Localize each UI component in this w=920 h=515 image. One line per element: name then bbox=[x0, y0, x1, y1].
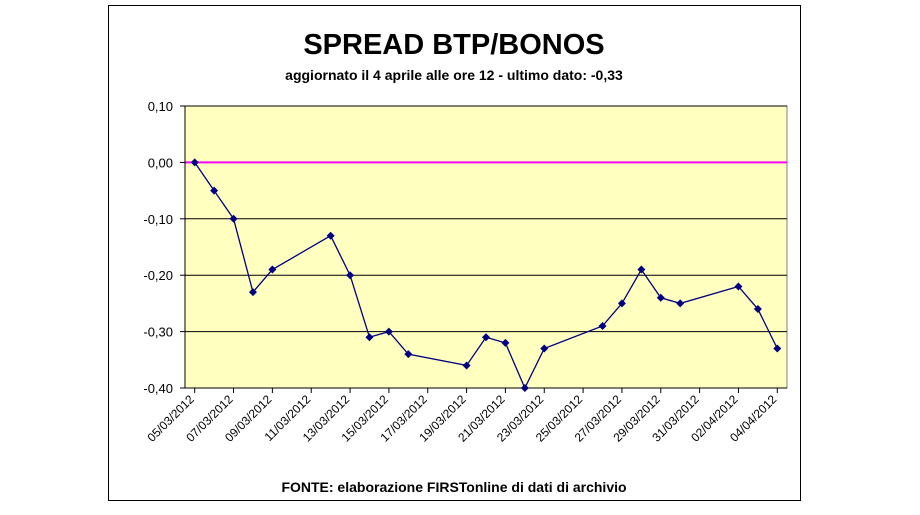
data-point bbox=[248, 288, 257, 297]
y-tick-label: -0,20 bbox=[143, 268, 173, 283]
data-point bbox=[540, 344, 549, 353]
data-point bbox=[773, 344, 782, 353]
data-point bbox=[520, 384, 529, 392]
data-point bbox=[404, 350, 413, 359]
data-point bbox=[753, 305, 762, 314]
data-point bbox=[617, 299, 626, 308]
data-point bbox=[501, 338, 510, 347]
data-point bbox=[598, 321, 607, 330]
data-point bbox=[190, 158, 199, 167]
y-tick-label: 0,10 bbox=[148, 99, 173, 114]
plot-area bbox=[184, 105, 788, 389]
data-point bbox=[656, 293, 665, 302]
y-tick-label: -0,10 bbox=[143, 212, 173, 227]
y-tick-label: -0,40 bbox=[143, 381, 173, 396]
data-point bbox=[326, 231, 335, 240]
data-point bbox=[346, 271, 355, 280]
data-point bbox=[734, 282, 743, 291]
data-point bbox=[462, 361, 471, 370]
data-point bbox=[268, 265, 277, 274]
data-point bbox=[229, 214, 238, 223]
chart-title: SPREAD BTP/BONOS bbox=[303, 29, 604, 61]
data-point bbox=[384, 327, 393, 336]
data-point bbox=[676, 299, 685, 308]
data-point bbox=[637, 265, 646, 274]
chart-subtitle: aggiornato il 4 aprile alle ore 12 - ult… bbox=[285, 67, 623, 83]
data-point bbox=[210, 186, 219, 195]
y-tick-label: -0,30 bbox=[143, 325, 173, 340]
data-point bbox=[482, 333, 490, 342]
y-tick-label: 0,00 bbox=[148, 155, 173, 170]
data-point bbox=[365, 333, 374, 342]
chart-footer: FONTE: elaborazione FIRSTonline di dati … bbox=[281, 479, 626, 495]
